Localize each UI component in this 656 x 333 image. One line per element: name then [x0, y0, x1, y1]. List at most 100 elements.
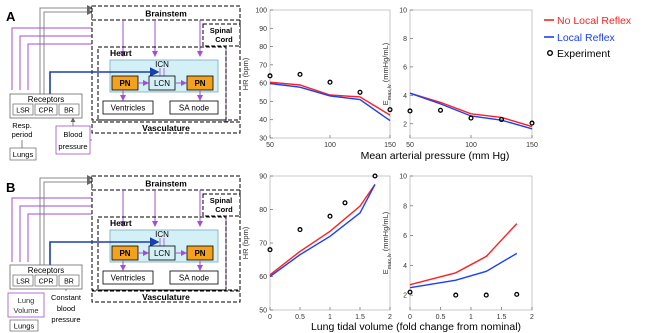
spinal-label: Spinal	[210, 26, 233, 35]
b-emax-ytick-label-2: 6	[403, 233, 407, 240]
b-hr-chart: 0 0.5 1 1.5 2 50 60 70 80 90 HR (bpm)	[241, 173, 392, 321]
b-receptor-afferent-loop-1	[39, 175, 93, 265]
vasculature-label: Vasculature	[142, 123, 190, 133]
lung-label: Lung	[18, 296, 35, 305]
b-emax-experiment-point-3	[514, 291, 520, 297]
b-hr-ylabel: HR (bpm)	[241, 226, 250, 259]
ventricles-box	[102, 100, 154, 115]
b-hr-experiment-point-1	[297, 227, 303, 233]
b-emax-ytick-label-0: 2	[403, 293, 407, 300]
b-lungs-label: Lungs	[14, 322, 35, 331]
constant-label: Constant	[51, 293, 82, 302]
a-emax-xtick-label-2: 150	[526, 142, 538, 149]
pn-right-label: PN	[194, 79, 205, 88]
b-icn-convergence	[159, 238, 165, 246]
sa-node-box	[169, 100, 219, 115]
b-emax-xtick-label-4: 2	[530, 314, 534, 321]
sa-node-label: SA node	[179, 104, 210, 113]
b-hr-experiment-point-0	[267, 247, 273, 253]
legend: No Local Reflex Local Reflex Experiment	[544, 15, 632, 60]
a-hr-xtick-label-2: 150	[384, 142, 396, 149]
a-emax-ylabel: Emax,lv (mmHg/mL)	[381, 42, 393, 105]
b-nerve-loop-mid	[19, 205, 92, 262]
b-ventricles-label: Ventricles	[111, 274, 146, 283]
b-hr-ytick-label-0: 50	[259, 308, 267, 315]
b-emax-no-local-reflex-line	[409, 223, 518, 286]
b-receptors-label: Receptors	[28, 266, 64, 275]
b-spinal-label: Spinal	[210, 196, 233, 205]
a-hr-plot-area	[269, 9, 391, 139]
b-vasculature-label: Vasculature	[142, 292, 190, 302]
lsr-label: LSR	[16, 108, 30, 115]
receptors-label: Receptors	[28, 95, 64, 104]
b-hr-experiment-point-4	[372, 173, 378, 179]
b-pn-right-label: PN	[194, 249, 205, 258]
b-sa-node-box	[169, 270, 219, 285]
b-emax-xtick-label-3: 1.5	[497, 314, 507, 321]
panel-a-letter: A	[6, 9, 16, 24]
brainstem-label: Brainstem	[145, 9, 187, 19]
b-nerve-loop-inner	[27, 213, 92, 262]
icn-convergence	[159, 68, 165, 76]
b-afferent-signal	[49, 237, 160, 265]
a-hr-xtick-label-0: 50	[266, 142, 274, 149]
b-brainstem-label: Brainstem	[145, 179, 187, 189]
lungs-box	[9, 147, 37, 161]
a-hr-ytick-label-7: 100	[255, 8, 267, 15]
b-hr-xtick-label-4: 2	[388, 314, 392, 321]
a-emax-ytick-label-3: 8	[403, 36, 407, 43]
cord-label: Cord	[215, 35, 233, 44]
lung-volume-box	[7, 292, 45, 318]
b-emax-ytick-label-4: 10	[399, 174, 407, 181]
a-emax-experiment-point-2	[468, 115, 474, 121]
a-hr-ytick-label-6: 90	[259, 26, 267, 33]
b-heart-label: Heart	[110, 218, 132, 228]
a-emax-ytick-label-1: 4	[403, 93, 407, 100]
b-emax-xtick-label-2: 1	[469, 314, 473, 321]
b-hr-xtick-label-0: 0	[268, 314, 272, 321]
b-hr-experiment-point-2	[327, 213, 333, 219]
b-ventricles-box	[102, 270, 154, 285]
a-hr-ylabel: HR (bpm)	[241, 57, 250, 90]
b-hr-no-local-reflex-line	[269, 184, 376, 276]
b-hr-ytick-label-2: 70	[259, 241, 267, 248]
a-emax-experiment-point-4	[529, 120, 535, 126]
b-pn-left-label: PN	[119, 249, 130, 258]
receptor-afferent-loop-2	[43, 9, 93, 94]
b-cord-label: Cord	[215, 205, 233, 214]
b-lungs-box	[9, 319, 39, 332]
b-emax-xtick-label-0: 0	[408, 314, 412, 321]
a-emax-experiment-point-0	[407, 108, 413, 114]
cpr-label: CPR	[39, 108, 54, 115]
pressure-label: pressure	[58, 142, 87, 151]
b-emax-ytick-label-3: 8	[403, 203, 407, 210]
panel-a-diagram: A Brainstem Spinal Cord Heart ICN PN	[6, 5, 241, 161]
b-hr-ytick-label-3: 80	[259, 207, 267, 214]
a-hr-ytick-label-2: 50	[259, 99, 267, 106]
legend-experiment-label: Experiment	[557, 48, 610, 60]
b-brainstem-box	[91, 175, 241, 191]
a-hr-experiment-point-4	[387, 107, 393, 113]
a-hr-experiment-point-3	[357, 89, 363, 95]
a-hr-ytick-label-3: 60	[259, 81, 267, 88]
b-blood-label: blood	[57, 304, 75, 313]
b-hr-xtick-label-3: 1.5	[355, 314, 365, 321]
panel-b-xlabel: Lung tidal volume (fold change from nomi…	[311, 321, 521, 333]
b-pressure-label: pressure	[51, 315, 80, 324]
b-emax-chart: 0 0.5 1 1.5 2 2 4 6 8 10 Emax,lv (mmHg/mL)	[381, 174, 534, 322]
a-hr-ytick-label-1: 40	[259, 117, 267, 124]
a-emax-ytick-label-4: 10	[399, 8, 407, 15]
a-emax-no-local-reflex-line	[409, 92, 533, 128]
b-heart-box	[97, 216, 227, 291]
period-label: period	[12, 130, 33, 139]
spinal-cord-box	[202, 23, 241, 47]
b-receptor-afferent-loop-2	[43, 179, 93, 265]
pn-left-label: PN	[119, 79, 130, 88]
a-hr-experiment-point-0	[267, 73, 273, 79]
panel-a-xlabel: Mean arterial pressure (mm Hg)	[361, 150, 510, 162]
icn-label: ICN	[155, 60, 169, 69]
a-emax-experiment-point-3	[498, 116, 505, 123]
a-hr-experiment-point-1	[297, 71, 303, 77]
b-br-box	[58, 274, 80, 287]
